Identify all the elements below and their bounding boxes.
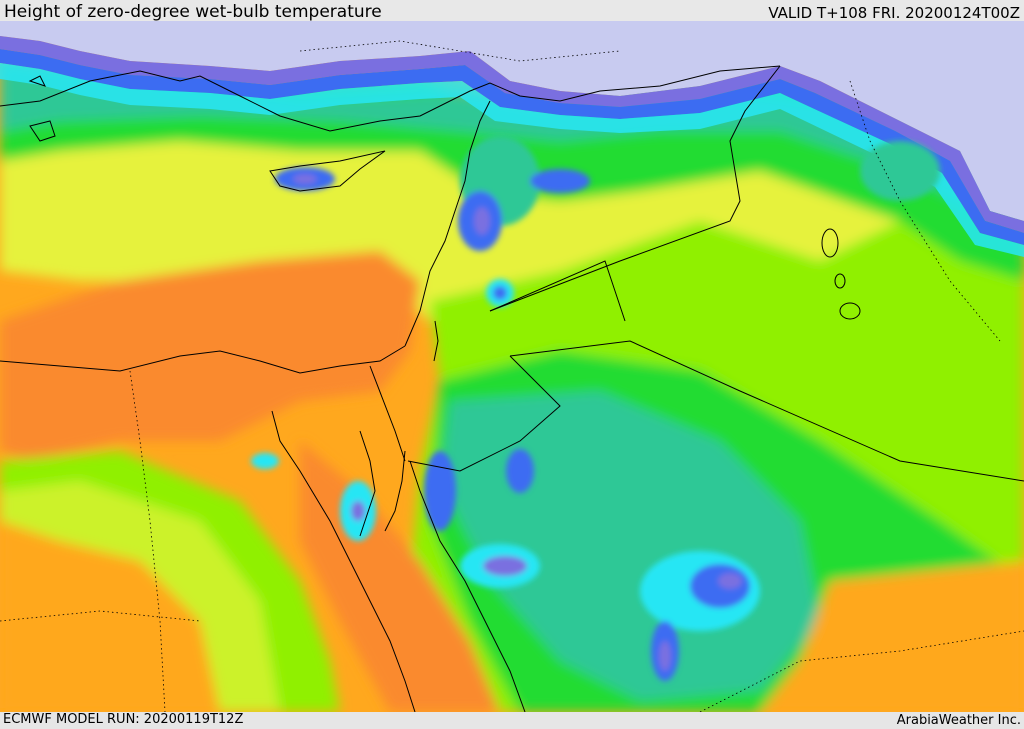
coastline-north-africa [0, 345, 406, 374]
field-cold-cell-tabuk [506, 449, 534, 493]
field-dark-orange-egypt [0, 251, 420, 461]
border-dotted-arabia-south [699, 630, 1024, 712]
model-run-label: ECMWF MODEL RUN: 20200119T12Z [3, 712, 244, 727]
coastline-levant [404, 100, 491, 347]
field-orange-upper-egypt [0, 521, 220, 712]
coastline-lake-iraq-1 [821, 228, 839, 258]
field-cold-cell-syria [530, 169, 590, 193]
field-cold-cell-south-core [659, 641, 671, 671]
coastline-red-sea-east [409, 460, 526, 712]
coastline-turkey [0, 65, 781, 132]
map-title: Height of zero-degree wet-bulb temperatu… [4, 2, 382, 22]
coastline-island-aegean [29, 120, 56, 142]
coastline-lake-iraq-3 [834, 273, 846, 289]
border-syria-iraq [489, 260, 626, 322]
field-cold-cell-hijaz-core [483, 556, 527, 576]
coastline-dead-sea [433, 320, 439, 362]
field-orange-southeast [760, 561, 1024, 712]
footer-bar: ECMWF MODEL RUN: 20200119T12Z ArabiaWeat… [0, 712, 1024, 729]
valid-time-label: VALID T+108 FRI. 20200124T00Z [768, 4, 1020, 22]
field-cyan-fringe-north [0, 63, 1024, 257]
coastline-cyprus [269, 150, 386, 192]
coastline-island-dodecanese [28, 75, 46, 87]
credit-label: ArabiaWeather Inc. [896, 713, 1021, 728]
field-cold-cell-lebanon-core [474, 207, 490, 235]
field-cold-cell-cyprus-core [293, 174, 317, 184]
field-cold-cell-egypt-west [251, 453, 279, 469]
weather-map [0, 21, 1024, 712]
border-sinai [369, 365, 406, 462]
field-violet-fringe-north [0, 36, 1024, 233]
field-sea-below-zero [0, 21, 1024, 221]
coastline-gulf-suez [359, 430, 376, 537]
coastline-red-sea-west [271, 410, 416, 712]
field-cold-cell-sinai-core [351, 501, 365, 521]
border-dotted-africa-south [0, 610, 201, 622]
border-jordan-saudi [407, 355, 561, 472]
coastline-lake-iraq-2 [839, 302, 861, 320]
title-bar: Height of zero-degree wet-bulb temperatu… [0, 0, 1024, 22]
field-cold-cell-najd-core [718, 573, 742, 589]
field-cold-cell-jordan-core [493, 286, 507, 300]
field-teal-iraq [860, 141, 940, 201]
field-cold-cell-hijaz-north [424, 451, 456, 531]
border-dotted-turkey [299, 40, 621, 62]
field-yellow-north [0, 111, 1024, 441]
field-cold-cell-najd-blue [690, 564, 750, 608]
border-saudi-iraq [509, 340, 1024, 482]
border-iraq-iran [489, 65, 781, 312]
coastline-gulf-aqaba [384, 450, 406, 532]
